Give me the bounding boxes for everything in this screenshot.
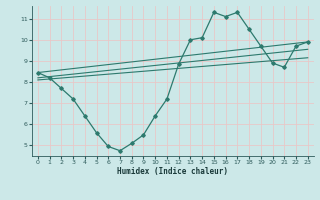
X-axis label: Humidex (Indice chaleur): Humidex (Indice chaleur) [117, 167, 228, 176]
